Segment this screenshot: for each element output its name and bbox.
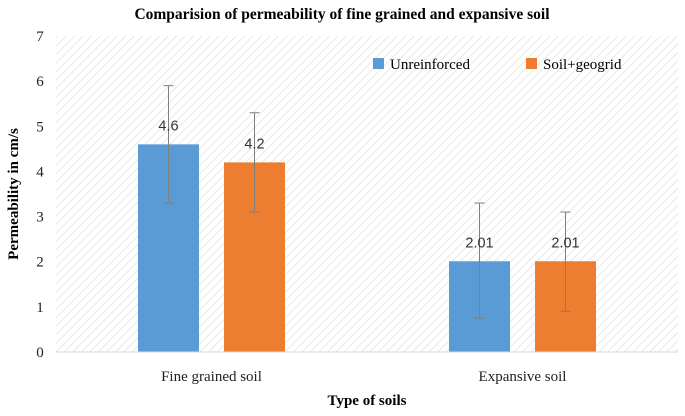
- x-tick-label: Fine grained soil: [161, 369, 262, 385]
- y-tick-label: 2: [36, 255, 44, 271]
- legend-swatch-soil-geogrid: [526, 58, 537, 69]
- legend-label-soil-geogrid: Soil+geogrid: [543, 57, 622, 73]
- data-label: 2.01: [465, 235, 493, 251]
- y-tick-label: 1: [36, 300, 44, 316]
- y-tick-label: 6: [36, 74, 44, 90]
- x-axis-ticks: Fine grained soil Expansive soil: [161, 369, 566, 385]
- y-tick-label: 5: [36, 119, 44, 135]
- x-axis-title: Type of soils: [328, 393, 407, 409]
- data-label: 2.01: [551, 235, 579, 251]
- legend: Unreinforced Soil+geogrid: [373, 57, 622, 73]
- y-tick-label: 4: [36, 164, 44, 180]
- y-axis-ticks: 0 1 2 3 4 5 6 7: [36, 29, 44, 361]
- x-tick-label: Expansive soil: [479, 369, 567, 385]
- data-label: 4.6: [158, 118, 178, 134]
- y-tick-label: 0: [36, 345, 44, 361]
- y-axis-title: Permeability in cm/s: [6, 128, 22, 260]
- legend-swatch-unreinforced: [373, 58, 384, 69]
- y-tick-label: 3: [36, 210, 44, 226]
- legend-label-unreinforced: Unreinforced: [390, 57, 470, 73]
- chart-title: Comparision of permeability of fine grai…: [134, 6, 550, 23]
- data-label: 4.2: [244, 136, 264, 152]
- bars: 4.6 4.2 2.01 2.01: [138, 85, 596, 352]
- y-tick-label: 7: [36, 29, 44, 45]
